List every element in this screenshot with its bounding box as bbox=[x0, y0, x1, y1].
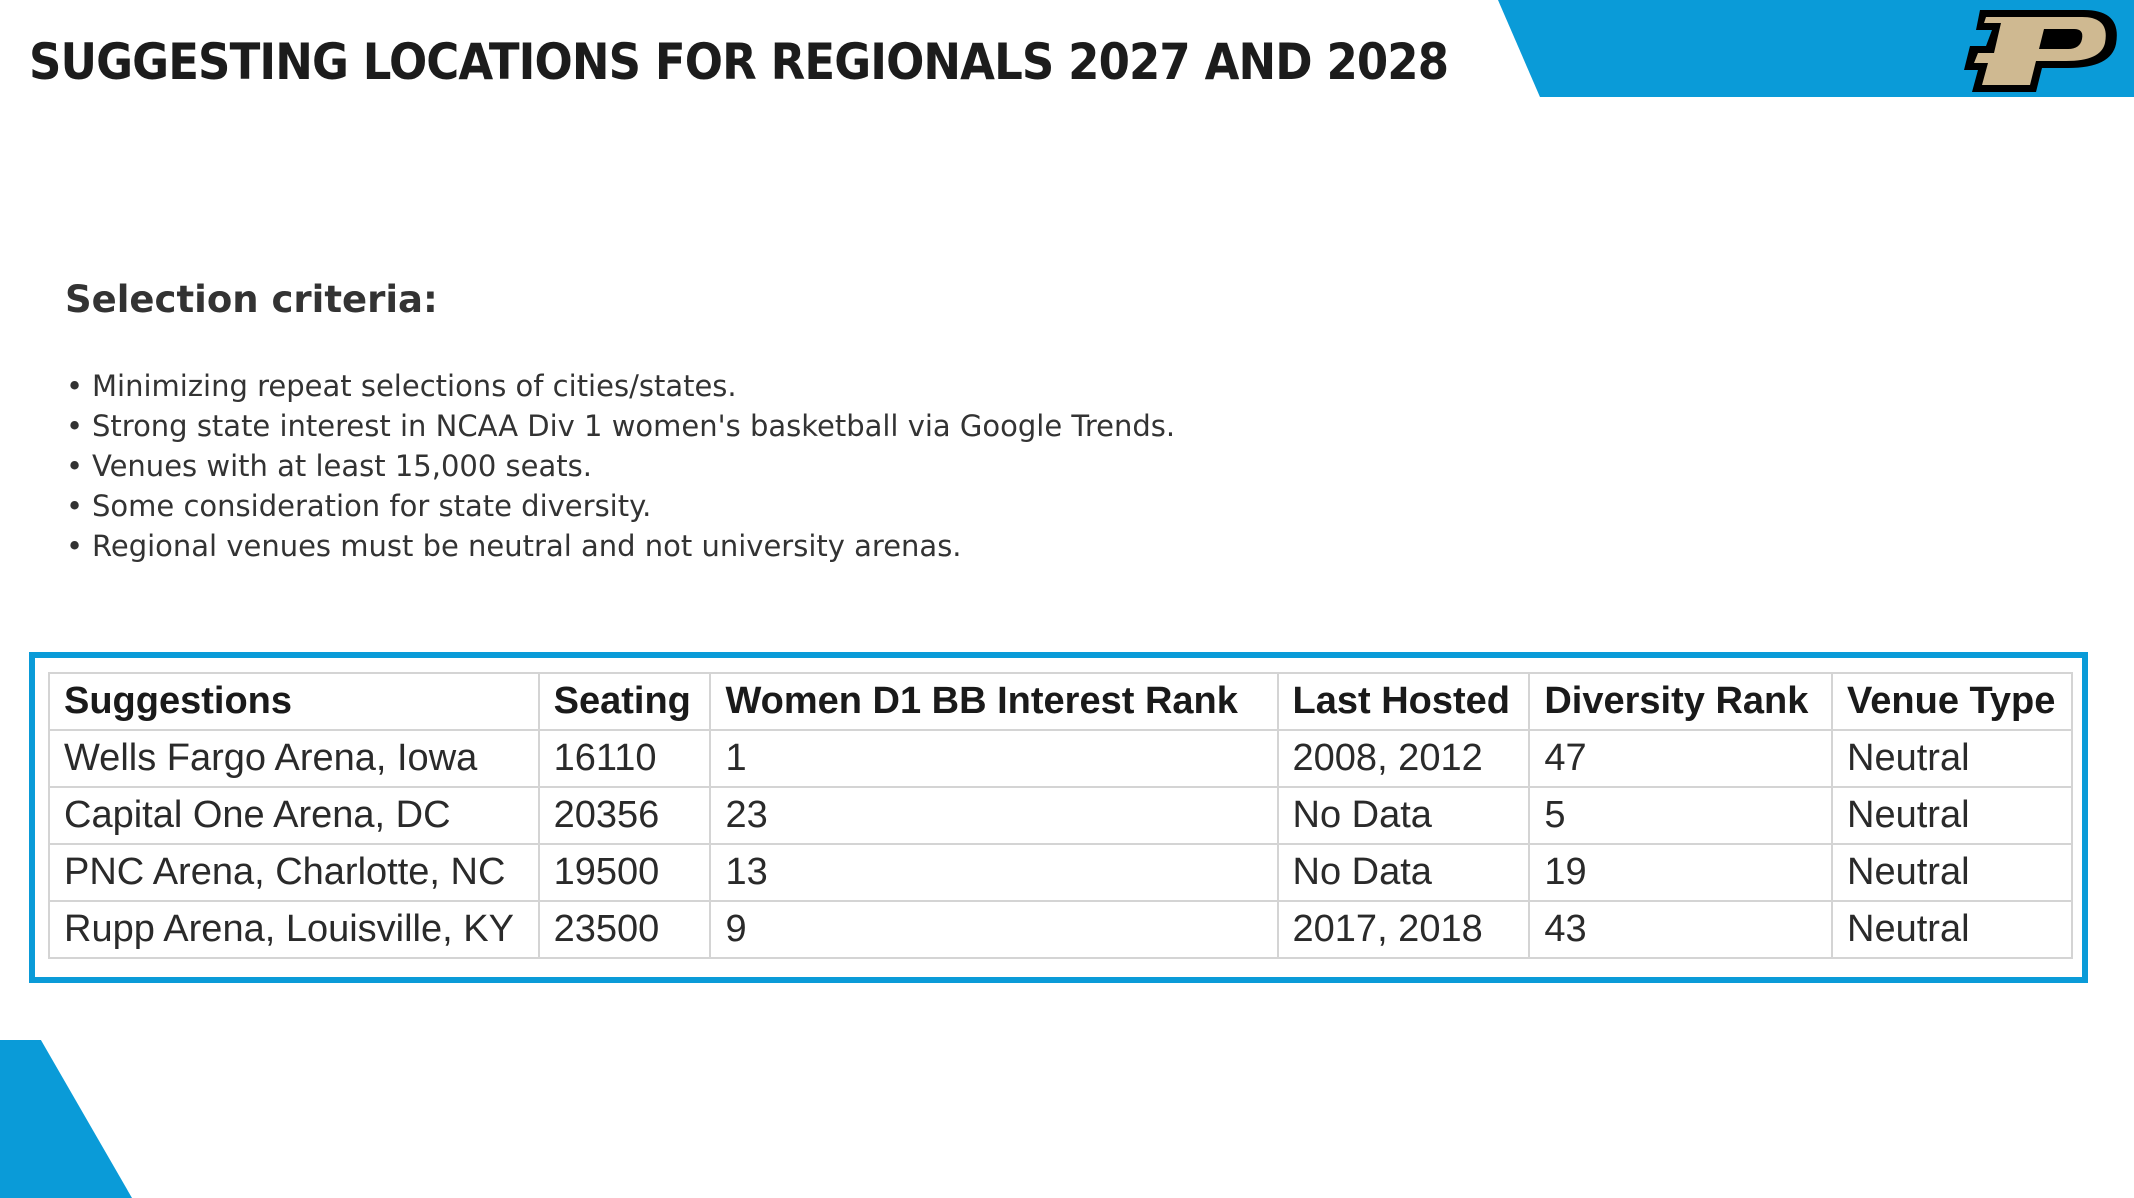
cell-seating: 19500 bbox=[537, 843, 712, 902]
criteria-item: Strong state interest in NCAA Div 1 wome… bbox=[66, 406, 1175, 446]
cell-diversity-rank: 47 bbox=[1528, 729, 1834, 788]
cell-last-hosted: No Data bbox=[1276, 843, 1531, 902]
cell-diversity-rank: 43 bbox=[1528, 900, 1834, 959]
cell-seating: 23500 bbox=[537, 900, 712, 959]
table-row: Capital One Arena, DC 20356 23 No Data 5… bbox=[48, 786, 2073, 845]
cell-interest-rank: 13 bbox=[709, 843, 1279, 902]
purdue-p-logo-icon bbox=[1964, 10, 2117, 92]
cell-seating: 20356 bbox=[537, 786, 712, 845]
venue-table: Suggestions Seating Women D1 BB Interest… bbox=[48, 672, 2073, 959]
table-header-row: Suggestions Seating Women D1 BB Interest… bbox=[48, 672, 2073, 731]
venue-table-frame: Suggestions Seating Women D1 BB Interest… bbox=[29, 652, 2088, 983]
cell-last-hosted: No Data bbox=[1276, 786, 1531, 845]
cell-venue-type: Neutral bbox=[1831, 786, 2073, 845]
cell-suggestion: Wells Fargo Arena, Iowa bbox=[48, 729, 540, 788]
slide-title: SUGGESTING LOCATIONS FOR REGIONALS 2027 … bbox=[29, 33, 1449, 91]
cell-last-hosted: 2017, 2018 bbox=[1276, 900, 1531, 959]
cell-interest-rank: 1 bbox=[709, 729, 1279, 788]
criteria-item: Minimizing repeat selections of cities/s… bbox=[66, 366, 1175, 406]
criteria-list: Minimizing repeat selections of cities/s… bbox=[66, 366, 1175, 566]
cell-venue-type: Neutral bbox=[1831, 843, 2073, 902]
header-suggestions: Suggestions bbox=[48, 672, 540, 731]
cell-suggestion: Rupp Arena, Louisville, KY bbox=[48, 900, 540, 959]
criteria-heading: Selection criteria: bbox=[65, 278, 438, 321]
cell-venue-type: Neutral bbox=[1831, 900, 2073, 959]
header-seating: Seating bbox=[537, 672, 712, 731]
cell-suggestion: PNC Arena, Charlotte, NC bbox=[48, 843, 540, 902]
criteria-item: Some consideration for state diversity. bbox=[66, 486, 1175, 526]
cell-diversity-rank: 19 bbox=[1528, 843, 1834, 902]
table-row: PNC Arena, Charlotte, NC 19500 13 No Dat… bbox=[48, 843, 2073, 902]
cell-interest-rank: 9 bbox=[709, 900, 1279, 959]
cell-diversity-rank: 5 bbox=[1528, 786, 1834, 845]
header-venue-type: Venue Type bbox=[1831, 672, 2073, 731]
criteria-item: Venues with at least 15,000 seats. bbox=[66, 446, 1175, 486]
header-interest-rank: Women D1 BB Interest Rank bbox=[709, 672, 1279, 731]
cell-seating: 16110 bbox=[537, 729, 712, 788]
cell-interest-rank: 23 bbox=[709, 786, 1279, 845]
corner-accent-shape bbox=[0, 1040, 132, 1198]
cell-suggestion: Capital One Arena, DC bbox=[48, 786, 540, 845]
table-row: Wells Fargo Arena, Iowa 16110 1 2008, 20… bbox=[48, 729, 2073, 788]
criteria-item: Regional venues must be neutral and not … bbox=[66, 526, 1175, 566]
header-diversity-rank: Diversity Rank bbox=[1528, 672, 1834, 731]
cell-last-hosted: 2008, 2012 bbox=[1276, 729, 1531, 788]
cell-venue-type: Neutral bbox=[1831, 729, 2073, 788]
header-last-hosted: Last Hosted bbox=[1276, 672, 1531, 731]
table-row: Rupp Arena, Louisville, KY 23500 9 2017,… bbox=[48, 900, 2073, 959]
